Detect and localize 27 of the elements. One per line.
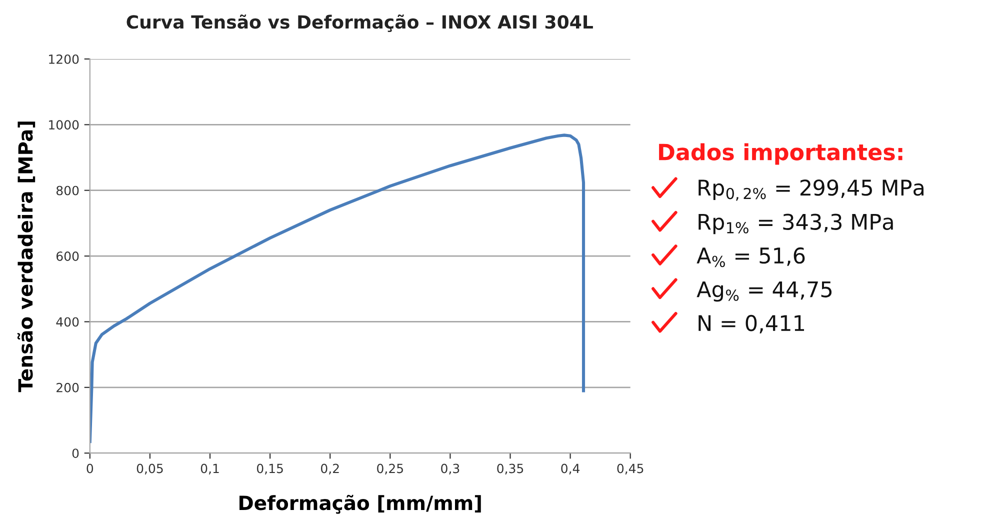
text: N = 0,411 xyxy=(698,314,804,334)
x-tick-label: 0,35 xyxy=(497,464,524,474)
text: A$_{%}$ = 51,6 xyxy=(696,247,805,268)
text: Ag$_{%}$ = 44,75 xyxy=(696,281,832,302)
x-tick-label: 0,1 xyxy=(200,464,219,474)
y-axis-title: Tensão verdadeira [MPa] xyxy=(17,122,36,392)
x-axis-title: Deformação [mm/mm] xyxy=(240,494,481,514)
y-tick-label: 0 xyxy=(72,448,79,458)
y-tick-label: 800 xyxy=(56,186,79,196)
y-tick-label: 600 xyxy=(56,252,79,261)
line-series xyxy=(90,134,586,444)
y-tick-label: 1200 xyxy=(49,54,79,64)
text: Dados importantes: xyxy=(659,143,902,165)
x-tick-label: 0,2 xyxy=(320,464,339,474)
text: Rp$_{1%}$ = 343,3 MPa xyxy=(698,214,893,234)
x-tick-label: 0,45 xyxy=(617,464,644,474)
x-tick-label: 0,3 xyxy=(441,464,460,474)
x-tick-label: 0,05 xyxy=(136,464,163,474)
x-tick-label: 0,4 xyxy=(561,464,580,474)
y-tick-label: 200 xyxy=(56,382,79,392)
x-tick-label: 0 xyxy=(86,464,94,474)
x-tick-label: 0,15 xyxy=(256,464,283,474)
chart-title: Curva Tensão vs Deformação – INOX AISI 304L xyxy=(126,14,593,32)
text: Rp$_{0,2%}$ = 299,45 MPa xyxy=(698,180,924,201)
y-tick-label: 400 xyxy=(56,317,79,327)
x-tick-label: 0,25 xyxy=(377,464,403,474)
y-tick-label: 1000 xyxy=(49,120,79,130)
